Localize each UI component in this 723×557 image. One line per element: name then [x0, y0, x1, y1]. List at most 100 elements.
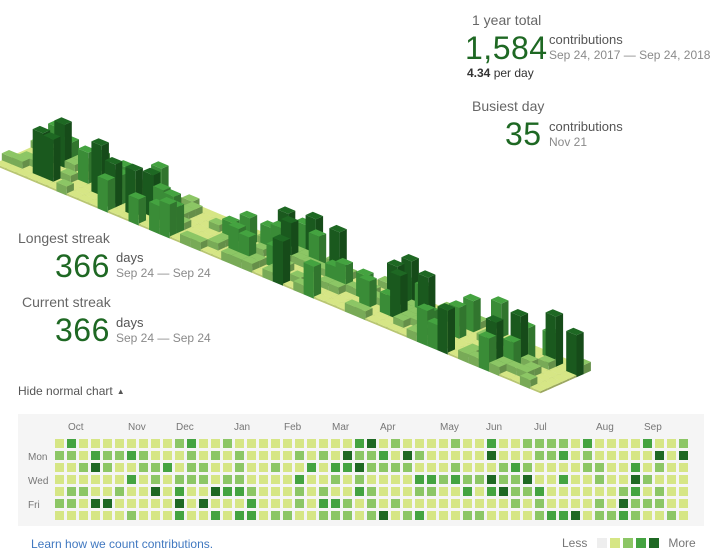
day-cell[interactable]: [163, 487, 172, 496]
day-cell[interactable]: [547, 499, 556, 508]
day-cell[interactable]: [199, 499, 208, 508]
day-cell[interactable]: [127, 511, 136, 520]
day-cell[interactable]: [103, 451, 112, 460]
day-cell[interactable]: [535, 463, 544, 472]
day-cell[interactable]: [667, 439, 676, 448]
day-cell[interactable]: [55, 439, 64, 448]
day-cell[interactable]: [367, 451, 376, 460]
day-cell[interactable]: [235, 499, 244, 508]
day-cell[interactable]: [463, 439, 472, 448]
day-cell[interactable]: [499, 487, 508, 496]
day-cell[interactable]: [487, 511, 496, 520]
day-cell[interactable]: [343, 511, 352, 520]
day-cell[interactable]: [631, 511, 640, 520]
day-cell[interactable]: [583, 451, 592, 460]
day-cell[interactable]: [535, 475, 544, 484]
day-cell[interactable]: [379, 511, 388, 520]
day-cell[interactable]: [667, 511, 676, 520]
day-cell[interactable]: [619, 511, 628, 520]
day-cell[interactable]: [367, 487, 376, 496]
day-cell[interactable]: [199, 475, 208, 484]
day-cell[interactable]: [199, 487, 208, 496]
day-cell[interactable]: [499, 499, 508, 508]
day-cell[interactable]: [667, 487, 676, 496]
day-cell[interactable]: [595, 451, 604, 460]
day-cell[interactable]: [667, 499, 676, 508]
day-cell[interactable]: [79, 451, 88, 460]
day-cell[interactable]: [631, 439, 640, 448]
day-cell[interactable]: [235, 463, 244, 472]
day-cell[interactable]: [475, 439, 484, 448]
day-cell[interactable]: [535, 511, 544, 520]
day-cell[interactable]: [175, 451, 184, 460]
day-cell[interactable]: [103, 463, 112, 472]
day-cell[interactable]: [595, 439, 604, 448]
day-cell[interactable]: [679, 499, 688, 508]
day-cell[interactable]: [463, 451, 472, 460]
day-cell[interactable]: [247, 499, 256, 508]
day-cell[interactable]: [343, 475, 352, 484]
day-cell[interactable]: [631, 451, 640, 460]
day-cell[interactable]: [127, 487, 136, 496]
day-cell[interactable]: [655, 487, 664, 496]
day-cell[interactable]: [283, 463, 292, 472]
day-cell[interactable]: [259, 463, 268, 472]
day-cell[interactable]: [439, 463, 448, 472]
day-cell[interactable]: [559, 511, 568, 520]
day-cell[interactable]: [511, 487, 520, 496]
day-cell[interactable]: [463, 487, 472, 496]
day-cell[interactable]: [259, 451, 268, 460]
day-cell[interactable]: [415, 499, 424, 508]
day-cell[interactable]: [391, 487, 400, 496]
day-cell[interactable]: [487, 499, 496, 508]
day-cell[interactable]: [319, 463, 328, 472]
day-cell[interactable]: [643, 511, 652, 520]
day-cell[interactable]: [271, 475, 280, 484]
day-cell[interactable]: [67, 463, 76, 472]
day-cell[interactable]: [175, 499, 184, 508]
day-cell[interactable]: [67, 511, 76, 520]
day-cell[interactable]: [511, 451, 520, 460]
day-cell[interactable]: [187, 439, 196, 448]
day-cell[interactable]: [655, 463, 664, 472]
day-cell[interactable]: [403, 439, 412, 448]
day-cell[interactable]: [667, 475, 676, 484]
day-cell[interactable]: [535, 487, 544, 496]
hide-normal-chart-toggle[interactable]: Hide normal chart ▲: [18, 384, 125, 398]
day-cell[interactable]: [91, 451, 100, 460]
day-cell[interactable]: [307, 439, 316, 448]
day-cell[interactable]: [367, 439, 376, 448]
day-cell[interactable]: [475, 511, 484, 520]
day-cell[interactable]: [559, 463, 568, 472]
day-cell[interactable]: [151, 499, 160, 508]
day-cell[interactable]: [199, 439, 208, 448]
day-cell[interactable]: [163, 439, 172, 448]
day-cell[interactable]: [403, 499, 412, 508]
day-cell[interactable]: [115, 463, 124, 472]
day-cell[interactable]: [91, 475, 100, 484]
day-cell[interactable]: [235, 511, 244, 520]
day-cell[interactable]: [103, 439, 112, 448]
day-cell[interactable]: [223, 475, 232, 484]
day-cell[interactable]: [139, 451, 148, 460]
day-cell[interactable]: [619, 475, 628, 484]
day-cell[interactable]: [355, 451, 364, 460]
day-cell[interactable]: [79, 511, 88, 520]
day-cell[interactable]: [259, 499, 268, 508]
day-cell[interactable]: [523, 499, 532, 508]
day-cell[interactable]: [583, 439, 592, 448]
day-cell[interactable]: [271, 487, 280, 496]
day-cell[interactable]: [283, 439, 292, 448]
day-cell[interactable]: [319, 439, 328, 448]
day-cell[interactable]: [115, 439, 124, 448]
day-cell[interactable]: [247, 451, 256, 460]
day-cell[interactable]: [403, 487, 412, 496]
day-cell[interactable]: [571, 511, 580, 520]
day-cell[interactable]: [547, 487, 556, 496]
day-cell[interactable]: [607, 499, 616, 508]
day-cell[interactable]: [67, 475, 76, 484]
day-cell[interactable]: [295, 499, 304, 508]
day-cell[interactable]: [367, 499, 376, 508]
day-cell[interactable]: [151, 475, 160, 484]
day-cell[interactable]: [667, 451, 676, 460]
